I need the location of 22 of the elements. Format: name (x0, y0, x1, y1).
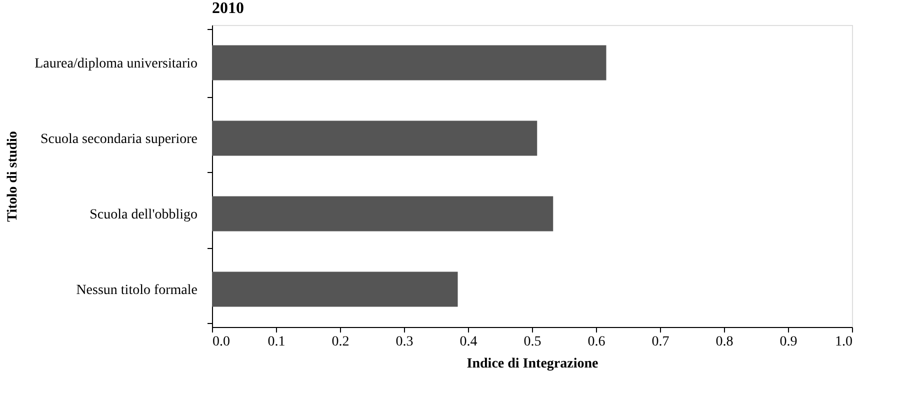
y-tick-label: Scuola secondaria superiore (40, 132, 198, 147)
bar (212, 45, 606, 80)
bar (212, 196, 554, 232)
chart-title: 2010 (212, 0, 244, 17)
x-axis-title: Indice di Integrazione (466, 356, 598, 372)
x-tick-label: 0.8 (716, 334, 734, 350)
x-tick-label: 0.2 (332, 334, 350, 350)
x-tick-label: 0.6 (588, 334, 606, 350)
x-tick-label: 0.5 (524, 334, 542, 350)
y-tick-label: Laurea/diploma universitario (34, 56, 198, 72)
x-tick-label: 0.1 (268, 334, 286, 350)
y-tick-label: Scuola dell'obbligo (90, 207, 198, 222)
bar (212, 120, 538, 156)
y-axis-title: Titolo di studio (6, 131, 21, 222)
y-tick-label: Nessun titolo formale (76, 282, 198, 298)
x-tick-label: 0.4 (460, 334, 478, 350)
x-tick-label: 0.9 (780, 334, 798, 350)
x-tick-label: 0.3 (396, 334, 414, 350)
bar (212, 272, 458, 307)
x-tick-label: 1.0 (835, 334, 852, 350)
x-tick-label: 0.0 (212, 334, 230, 350)
x-tick-label: 0.7 (652, 334, 670, 350)
